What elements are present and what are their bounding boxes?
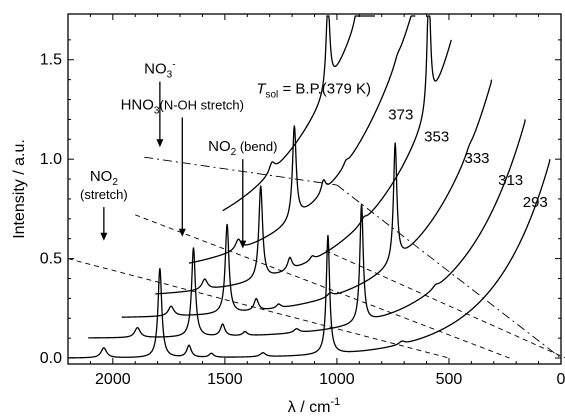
y-axis-label: Intensity / a.u. bbox=[11, 139, 28, 239]
series-label-5: 373 bbox=[388, 106, 413, 123]
series-trace-1 bbox=[68, 159, 551, 359]
annotation-no2-bend-line-1: NO2 (bend) bbox=[208, 138, 277, 158]
series-label-2: 313 bbox=[498, 172, 523, 189]
guide-line-4 bbox=[144, 156, 337, 186]
guide-line-3 bbox=[325, 250, 565, 359]
y-tick-label: 1.5 bbox=[40, 52, 62, 69]
axis-ticks bbox=[67, 14, 562, 364]
series-label-4: 353 bbox=[424, 128, 449, 145]
guide-line-5 bbox=[336, 184, 562, 359]
series-label-subscript: sol bbox=[266, 90, 279, 101]
annotation-hno3-line-1: HNO3(N-OH stretch) bbox=[121, 96, 244, 116]
x-tick-label: 500 bbox=[436, 371, 463, 388]
annotation-no2-stretch-line-2: (stretch) bbox=[80, 187, 128, 202]
annotation-no3-minus-line-1: NO3- bbox=[144, 60, 175, 81]
annotation-hno3-arrow-head bbox=[178, 228, 186, 237]
annotation-no2-stretch-line-1: NO2 bbox=[90, 168, 119, 188]
guide-line-2 bbox=[135, 214, 510, 359]
series-label-value: = B.P.(379 K) bbox=[278, 81, 371, 98]
series-trace-5 bbox=[188, 15, 416, 264]
annotation-no2-bend-arrow-head bbox=[239, 240, 247, 249]
series-trace-4 bbox=[155, 15, 452, 295]
series-label-6: Tsol = B.P.(379 K) bbox=[256, 81, 371, 101]
guide-line-1 bbox=[67, 258, 450, 359]
y-tick-label: 0.5 bbox=[40, 251, 62, 268]
axis-tick-labels: 2000 1500 1000 500 0 0.0 0.5 1.0 1.5 bbox=[40, 52, 565, 388]
peak-annotations: NO2(stretch) NO3- HNO3(N-OH stretch) NO2 (b… bbox=[80, 60, 277, 249]
series-trace-6 bbox=[222, 15, 375, 212]
annotation-no2-stretch-arrow-head bbox=[100, 232, 108, 241]
annotation-no3-minus-arrow-head bbox=[156, 139, 164, 148]
y-tick-label: 1.0 bbox=[40, 151, 62, 168]
plot-frame bbox=[67, 13, 562, 365]
series-label-3: 333 bbox=[465, 150, 490, 167]
x-axis-label-sup: -1 bbox=[330, 396, 340, 408]
x-tick-label: 2000 bbox=[95, 371, 131, 388]
series-label-1: 293 bbox=[523, 194, 548, 211]
x-axis-label: λ / cm-1 bbox=[288, 396, 340, 416]
x-axis-label-main: λ / cm bbox=[288, 399, 331, 416]
series-label-symbol: T bbox=[256, 81, 267, 98]
series-trace-2 bbox=[88, 119, 526, 339]
y-tick-label: 0.0 bbox=[40, 350, 62, 367]
series-trace-3 bbox=[121, 79, 493, 318]
x-tick-label: 0 bbox=[557, 371, 565, 388]
guide-lines bbox=[67, 156, 565, 359]
x-tick-label: 1500 bbox=[207, 371, 243, 388]
x-tick-label: 1000 bbox=[319, 371, 355, 388]
